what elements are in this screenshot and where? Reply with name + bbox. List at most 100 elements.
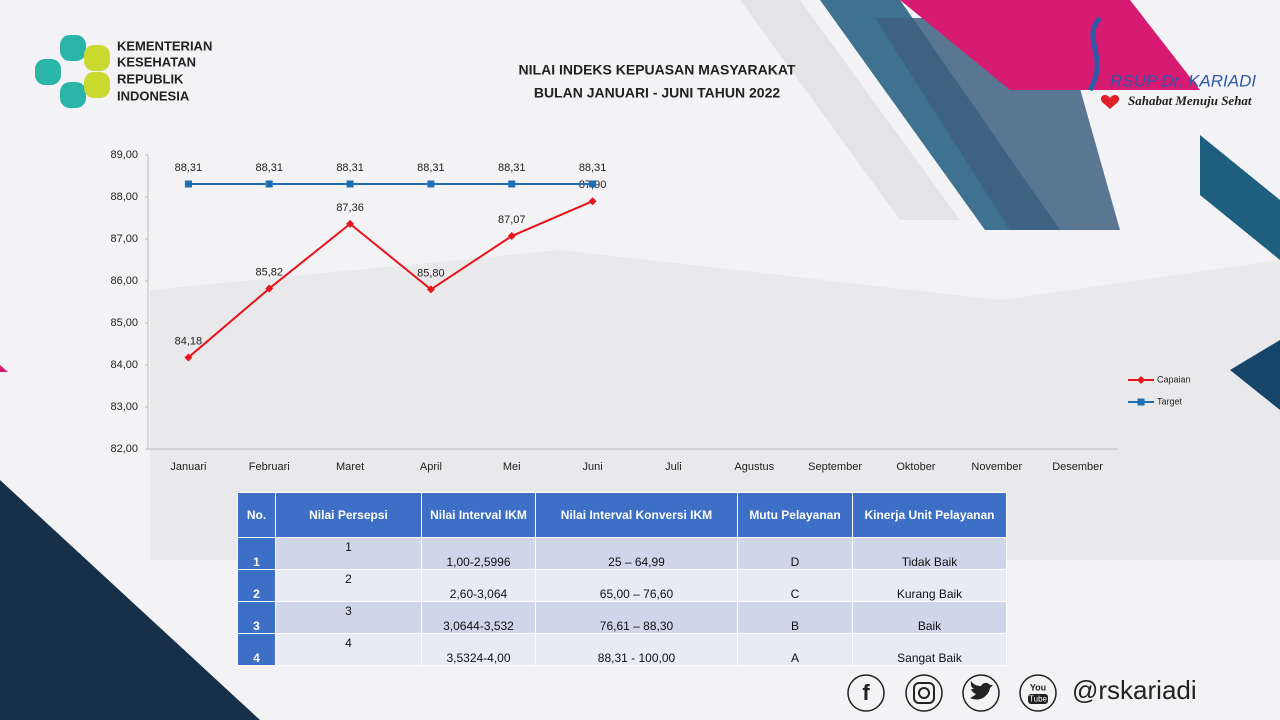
row-number: 1 [237, 537, 276, 570]
y-tick-label: 86,00 [110, 275, 138, 287]
social-icons: f You Tube [847, 674, 1057, 712]
header-cell: Mutu Pelayanan [737, 492, 853, 538]
table-cell: Baik [852, 601, 1007, 634]
tagline: Sahabat Menuju Sehat [1128, 93, 1252, 108]
point [265, 180, 273, 188]
x-tick-label: Desember [1052, 461, 1103, 473]
table-cell: B [737, 601, 853, 634]
deco-stripe [740, 0, 960, 220]
table-row: 2 2 2,60-3,064 65,00 – 76,60 C Kurang Baik [237, 569, 1007, 602]
legend-marker [1137, 376, 1145, 384]
table-body: 1 1 1,00-2,5996 25 – 64,99 D Tidak Baik 2 2 2,60… [237, 537, 1007, 666]
series-line [187, 200, 593, 359]
x-tick-label: Februari [249, 461, 290, 473]
y-tick-label: 83,00 [110, 401, 138, 413]
logo-petal [60, 35, 86, 61]
table-row: 1 1 1,00-2,5996 25 – 64,99 D Tidak Baik [237, 537, 1007, 570]
x-tick-label: Januari [170, 461, 206, 473]
youtube-glyph [1028, 694, 1048, 704]
point [184, 353, 193, 362]
data-label: 88,31 [175, 162, 203, 174]
header-cell: Nilai Interval Konversi IKM [535, 492, 738, 538]
chart-title: NILAI INDEKS KEPUASAN MASYARAKAT [519, 62, 796, 78]
legend-label: Capaian [1157, 374, 1191, 384]
logo-petal [84, 45, 110, 71]
youtube-icon[interactable] [1019, 674, 1057, 712]
table-cell: 88,31 - 100,00 [535, 633, 738, 666]
point [427, 180, 435, 188]
youtube-glyph: Tube [1029, 695, 1047, 704]
row-number: 2 [237, 569, 276, 602]
row-number: 4 [237, 633, 276, 666]
legend-marker [1137, 398, 1145, 406]
chart-subtitle: BULAN JANUARI - JUNI TAHUN 2022 [534, 85, 781, 101]
logo-text: REPUBLIK [117, 71, 184, 86]
data-label: 85,82 [255, 266, 283, 278]
y-tick-label: 87,00 [110, 233, 138, 245]
table-cell: 3,5324-4,00 [421, 633, 536, 666]
table-cell: 4 [275, 633, 422, 666]
table-cell: Sangat Baik [852, 633, 1007, 666]
x-tick-label: Juni [582, 461, 602, 473]
x-tick-label: Mei [503, 461, 521, 473]
x-tick-label: Maret [336, 461, 364, 473]
ikm-table: No. Nilai Persepsi Nilai Interval IKM Nilai… [237, 492, 1007, 666]
y-tick-label: 85,00 [110, 317, 138, 329]
instagram-glyph [913, 682, 935, 704]
table-row: 4 4 3,5324-4,00 88,31 - 100,00 A Sangat Baik [237, 633, 1007, 666]
table-cell: 3,0644-3,532 [421, 601, 536, 634]
rsup-logo-mark [1087, 16, 1102, 92]
table-cell: 1,00-2,5996 [421, 537, 536, 570]
header-cell: Kinerja Unit Pelayanan [852, 492, 1007, 538]
table-header: No. Nilai Persepsi Nilai Interval IKM Nilai… [237, 492, 1007, 538]
table-row: 3 3 3,0644-3,532 76,61 – 88,30 B Baik [237, 601, 1007, 634]
data-label: 88,31 [255, 162, 283, 174]
table-cell: Kurang Baik [852, 569, 1007, 602]
logo-petal [60, 82, 86, 108]
point [346, 219, 355, 228]
y-tick-label: 89,00 [110, 149, 138, 161]
data-label: 88,31 [336, 162, 364, 174]
point [265, 284, 274, 293]
point [508, 180, 516, 188]
social-handle: @rskariadi [1072, 675, 1197, 705]
twitter-icon[interactable] [962, 674, 1000, 712]
x-tick-label: November [971, 461, 1022, 473]
facebook-icon[interactable] [847, 674, 885, 712]
x-tick-label: September [808, 461, 862, 473]
point [588, 197, 597, 206]
logo-petal [35, 59, 61, 85]
logo-text: KEMENTERIAN [117, 38, 212, 53]
header-cell: Nilai Persepsi [275, 492, 422, 538]
table-cell: 65,00 – 76,60 [535, 569, 738, 602]
header-cell: Nilai Interval IKM [421, 492, 536, 538]
point [507, 232, 516, 241]
data-label: 85,80 [417, 267, 445, 279]
header-cell: No. [237, 492, 276, 538]
deco-corner [0, 480, 260, 720]
logo-text: INDONESIA [117, 88, 190, 103]
deco-corner [0, 365, 8, 372]
instagram-icon[interactable] [905, 674, 943, 712]
point [346, 180, 354, 188]
table-cell: Tidak Baik [852, 537, 1007, 570]
table-cell: 1 [275, 537, 422, 570]
point [184, 180, 192, 188]
x-tick-label: April [420, 461, 442, 473]
y-tick-label: 88,00 [110, 191, 138, 203]
logo-petal [84, 72, 110, 98]
table-cell: 3 [275, 601, 422, 634]
table-cell: A [737, 633, 853, 666]
data-label: 87,36 [336, 202, 364, 214]
deco-stripe [900, 0, 1200, 90]
y-tick-label: 84,00 [110, 359, 138, 371]
data-label: 88,31 [579, 162, 607, 174]
instagram-glyph [918, 687, 930, 699]
point [589, 180, 597, 188]
deco-stripe [1230, 340, 1280, 410]
point [426, 285, 435, 294]
x-tick-label: Juli [665, 461, 682, 473]
x-tick-label: Oktober [896, 461, 935, 473]
table-cell: 76,61 – 88,30 [535, 601, 738, 634]
